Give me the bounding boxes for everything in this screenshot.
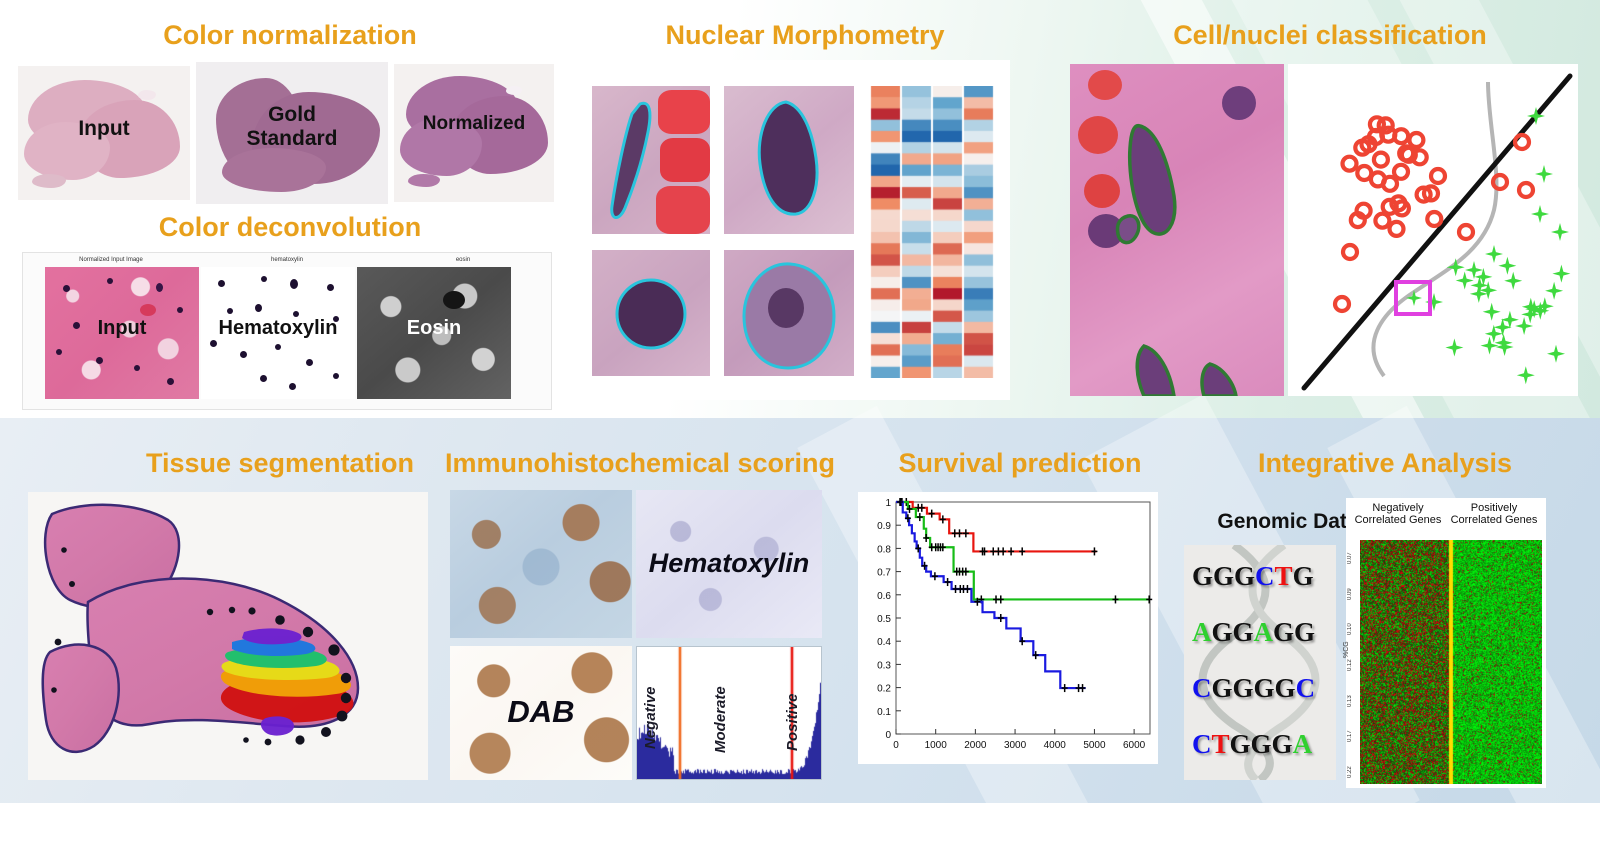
- ihc-intensity-histogram: Negative Moderate Positive: [636, 646, 822, 780]
- dna-sequence-row-4: CTGGGA: [1192, 729, 1313, 759]
- genomic-data-label: Genomic Data: [1217, 510, 1359, 533]
- slide-normalized-label: Normalized: [422, 113, 526, 134]
- svg-text:0.4: 0.4: [877, 637, 891, 648]
- deconv-label-hematoxylin: Hematoxylin: [218, 317, 338, 339]
- svg-text:3000: 3000: [1004, 740, 1027, 751]
- panel-title-ihc-scoring: Immunohistochemical scoring: [444, 448, 836, 478]
- svg-text:0.3: 0.3: [877, 660, 891, 671]
- heatmap-y-ticks: 0.07 0.09 0.10 0.12 0.13 0.17 0.22: [1347, 540, 1361, 784]
- histogram-region-moderate: Moderate: [712, 686, 729, 753]
- slide-input: Input: [18, 66, 190, 200]
- nucleus-image-1: [592, 86, 710, 234]
- dna-sequence-card: GGGCTG AGGAGG CGGGGC CTGGGA: [1184, 545, 1336, 780]
- panel-title-survival-prediction: Survival prediction: [898, 448, 1142, 478]
- morphometry-feature-heatmap: [870, 86, 994, 378]
- svg-text:0: 0: [885, 730, 891, 741]
- histogram-region-positive: Positive: [784, 693, 801, 751]
- svg-text:0.5: 0.5: [877, 614, 891, 625]
- histogram-region-negative: Negative: [642, 686, 659, 749]
- svg-text:0.2: 0.2: [877, 684, 891, 695]
- heatmap-y-tick: 0.12: [1347, 659, 1353, 671]
- panel-title-color-deconvolution: Color deconvolution: [158, 212, 422, 242]
- deconv-caption-hematoxylin: hematoxylin: [270, 257, 303, 263]
- panel-title-tissue-segmentation: Tissue segmentation: [145, 448, 415, 478]
- ihc-dab-label: DAB: [507, 694, 575, 729]
- heatmap-y-tick: 0.17: [1347, 730, 1353, 742]
- heatmap-header-positive: Positively Correlated Genes: [1450, 502, 1538, 527]
- classification-tissue-image: [1070, 64, 1284, 396]
- slide-input-label: Input: [78, 117, 130, 140]
- deconv-caption-input: Normalized Input Image: [79, 257, 143, 263]
- deconv-label-eosin: Eosin: [406, 317, 462, 339]
- tissue-segmentation-image: [28, 492, 428, 780]
- figure-canvas: Color normalization Input Gold Standard …: [0, 0, 1600, 803]
- panel-title-integrative-analysis: Integrative Analysis: [1257, 448, 1513, 478]
- heatmap-y-tick: 0.07: [1347, 552, 1353, 564]
- deconv-image-input: Input: [45, 267, 199, 399]
- ihc-hematoxylin-tile: Hematoxylin: [636, 490, 822, 638]
- nucleus-image-4: [724, 250, 854, 376]
- svg-text:0.6: 0.6: [877, 591, 891, 602]
- slide-normalized: Normalized: [394, 64, 554, 202]
- dna-sequence-row-3: CGGGGC: [1192, 673, 1316, 703]
- heatmap-y-axis-label: %CG: [1343, 641, 1350, 658]
- deconv-caption-eosin: eosin: [455, 257, 471, 263]
- deconv-image-hematoxylin: Hematoxylin: [201, 267, 355, 399]
- slide-gold-standard-label-line2: Standard: [246, 127, 338, 150]
- color-deconvolution-card: Normalized Input Image hematoxylin eosin…: [22, 252, 552, 410]
- slide-gold-standard: Gold Standard: [196, 62, 388, 204]
- svg-text:6000: 6000: [1123, 740, 1146, 751]
- ihc-dab-tile: DAB: [450, 646, 632, 780]
- dna-sequence-row-2: AGGAGG: [1192, 617, 1316, 647]
- panel-title-color-normalization: Color normalization: [163, 20, 417, 50]
- survival-chart: 0 0.1 0.2 0.3 0.4 0.5 0.6 0.7 0.8 0.9 1 0 1000 2000 30…: [858, 492, 1158, 764]
- nucleus-image-3: [592, 250, 710, 376]
- panel-title-nuclear-morphometry: Nuclear Morphometry: [665, 20, 945, 50]
- svg-text:0.8: 0.8: [877, 544, 891, 555]
- dna-sequence-row-1: GGGCTG: [1192, 561, 1314, 591]
- heatmap-y-tick: 0.09: [1347, 588, 1353, 600]
- slide-gold-standard-label-line1: Gold: [268, 103, 316, 126]
- svg-text:0: 0: [893, 740, 899, 751]
- heatmap-y-tick: 0.10: [1347, 623, 1353, 635]
- heatmap-y-tick: 0.22: [1347, 766, 1353, 778]
- ihc-original-tile: [450, 490, 632, 638]
- deconv-image-eosin: Eosin: [357, 267, 511, 399]
- svg-text:0.1: 0.1: [877, 707, 891, 718]
- correlation-heatmap-card: Negatively Correlated Genes Positively C…: [1343, 498, 1546, 788]
- svg-text:4000: 4000: [1044, 740, 1067, 751]
- deconv-label-input: Input: [97, 317, 147, 339]
- classification-scatter-plot: [1288, 64, 1578, 396]
- svg-text:2000: 2000: [964, 740, 987, 751]
- svg-text:1000: 1000: [925, 740, 948, 751]
- nuclear-morphometry-card: [576, 60, 1010, 400]
- panel-title-cell-nuclei-classification: Cell/nuclei classification: [1173, 20, 1487, 50]
- heatmap-header-negative: Negatively Correlated Genes: [1354, 502, 1442, 527]
- svg-text:0.9: 0.9: [877, 521, 891, 532]
- svg-text:0.7: 0.7: [877, 568, 891, 579]
- nucleus-image-2: [724, 86, 854, 234]
- svg-text:1: 1: [885, 498, 891, 509]
- svg-text:5000: 5000: [1083, 740, 1106, 751]
- ihc-hematoxylin-label: Hematoxylin: [648, 548, 810, 578]
- heatmap-y-tick: 0.13: [1347, 695, 1353, 707]
